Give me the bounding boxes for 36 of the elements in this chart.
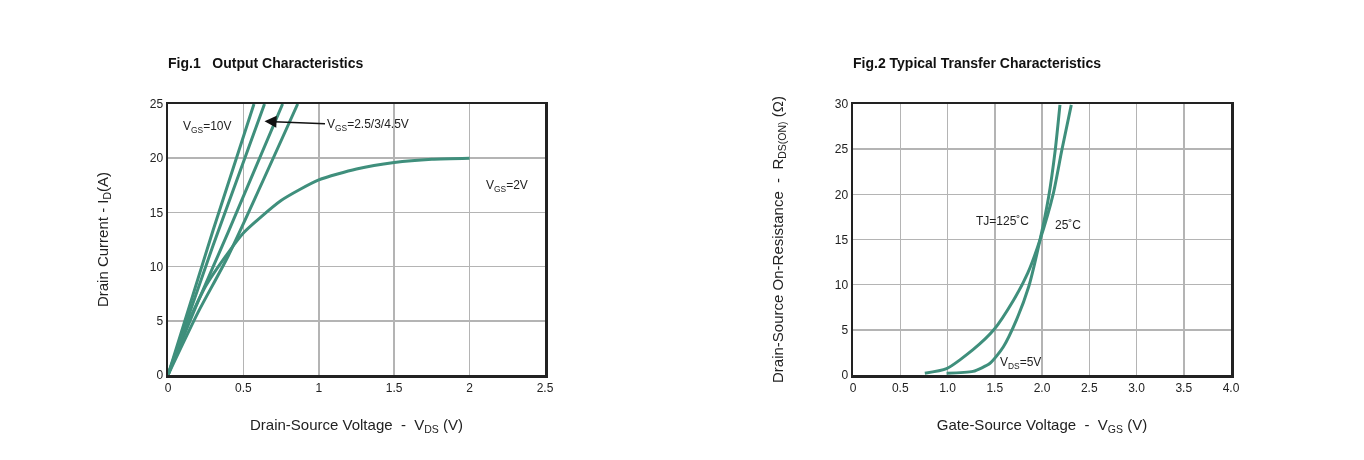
annotation: V$_{DS}$=5V: [1000, 355, 1042, 371]
annotation: V$_{GS}$=2.5/3/4.5V: [327, 117, 409, 133]
y-tick-label: 20: [834, 187, 849, 202]
annotation: TJ=125˚C: [976, 214, 1030, 228]
chart-title: Fig.1 Output Characteristics: [168, 54, 364, 71]
y-tick-label: 0: [841, 368, 849, 383]
x-tick-label: 2.5: [1080, 380, 1098, 395]
y-tick-label: 15: [149, 205, 164, 220]
x-tick-label: 2.5: [536, 380, 554, 395]
x-tick-label: 2: [466, 380, 474, 395]
y-tick-label: 25: [834, 142, 849, 157]
x-tick-label: 3.5: [1175, 380, 1193, 395]
x-tick-label: 1.0: [939, 380, 957, 395]
x-tick-label: 1: [315, 380, 323, 395]
annotation: V$_{GS}$=10V: [183, 119, 232, 135]
x-tick-label: 4.0: [1222, 380, 1240, 395]
x-tick-label: 2.0: [1033, 380, 1051, 395]
y-tick-label: 30: [834, 97, 849, 112]
chart-title: Fig.2 Typical Transfer Characteristics: [853, 54, 1102, 71]
y-tick-label: 0: [156, 368, 164, 383]
x-tick-label: 3.0: [1128, 380, 1146, 395]
annotation: 25˚C: [1055, 218, 1082, 232]
y-tick-label: 25: [149, 97, 164, 112]
x-tick-label: 0.5: [235, 380, 253, 395]
x-axis-title: Drain-Source Voltage - V$_{DS}$ (V): [249, 416, 464, 436]
x-tick-label: 0.5: [891, 380, 909, 395]
x-axis-title: Gate-Source Voltage - V$_{GS}$ (V): [936, 416, 1148, 436]
y-tick-label: 5: [841, 323, 849, 338]
x-tick-label: 1.5: [986, 380, 1004, 395]
y-tick-label: 10: [149, 259, 164, 274]
x-tick-label: 1.5: [385, 380, 403, 395]
y-tick-label: 10: [834, 277, 849, 292]
annotation: V$_{GS}$=2V: [486, 178, 528, 194]
y-tick-label: 15: [834, 232, 849, 247]
y-tick-label: 5: [156, 314, 164, 328]
y-tick-label: 20: [149, 151, 164, 166]
